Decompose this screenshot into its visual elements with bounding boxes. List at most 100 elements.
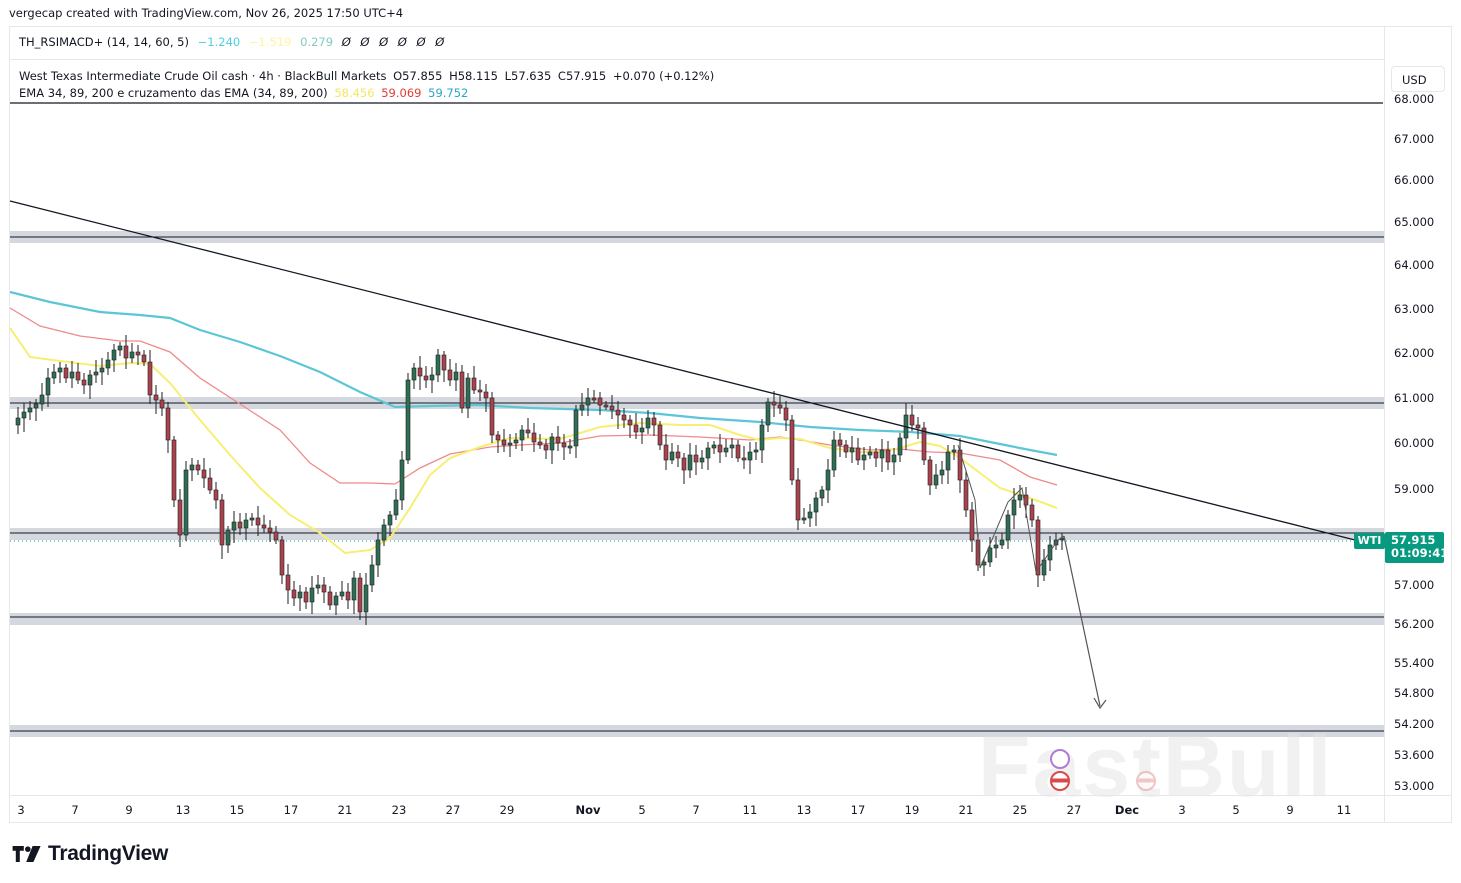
time-tick: 7 <box>692 803 700 817</box>
candle <box>885 449 891 463</box>
event-icon-us-flag[interactable] <box>1050 771 1070 791</box>
price-axis[interactable]: USD 68.000 67.000 66.000 65.000 64.000 63.000… <box>1384 27 1451 795</box>
candle <box>417 367 423 377</box>
time-tick: 27 <box>445 803 461 817</box>
candle <box>747 451 753 461</box>
currency-button[interactable]: USD <box>1391 66 1445 92</box>
candle <box>51 371 57 379</box>
price-tick: 54.800 <box>1394 686 1435 700</box>
candle <box>939 469 945 476</box>
indicator-legend[interactable]: TH_RSIMACD+ (14, 14, 60, 5) −1.240 −1.51… <box>19 35 452 49</box>
candle <box>585 397 591 406</box>
candle <box>633 424 639 433</box>
descending-trendline <box>9 200 1356 541</box>
candle <box>825 469 831 491</box>
candle <box>567 445 573 449</box>
candle <box>483 391 489 399</box>
event-icon-flash[interactable] <box>1050 749 1070 769</box>
tradingview-logo[interactable]: TradingView <box>12 842 168 866</box>
candle <box>651 417 657 426</box>
candle <box>411 367 417 381</box>
candle <box>309 587 315 603</box>
candle <box>33 403 39 409</box>
tradingview-icon <box>12 846 41 862</box>
candle <box>207 477 213 491</box>
time-tick: 17 <box>283 803 299 817</box>
candle <box>993 544 999 549</box>
candle <box>555 436 561 444</box>
candle <box>801 517 807 521</box>
candle <box>303 591 309 603</box>
candle <box>459 371 465 409</box>
candle <box>489 397 495 436</box>
candle <box>549 436 555 451</box>
candle <box>813 497 819 513</box>
candle <box>369 564 375 586</box>
time-tick: 9 <box>125 803 133 817</box>
main-legend[interactable]: West Texas Intermediate Crude Oil cash ·… <box>19 68 717 102</box>
candle <box>429 374 435 381</box>
candle <box>81 379 87 386</box>
symbol-legend-row[interactable]: West Texas Intermediate Crude Oil cash ·… <box>19 68 717 85</box>
candle <box>927 459 933 486</box>
price-tick: 67.000 <box>1394 132 1435 146</box>
candle <box>915 424 921 429</box>
candle <box>543 444 549 451</box>
indicator-name: TH_RSIMACD+ (14, 14, 60, 5) <box>19 35 189 49</box>
candle <box>105 359 111 369</box>
candle <box>1035 519 1041 576</box>
candle <box>1017 494 1023 501</box>
time-tick: 3 <box>17 803 25 817</box>
ema-legend-row[interactable]: EMA 34, 89, 200 e cruzamento das EMA (34… <box>19 85 717 102</box>
indicator-empty-values: Ø Ø Ø Ø Ø Ø <box>341 35 448 49</box>
candle <box>183 469 189 536</box>
candle <box>219 499 225 546</box>
candlesticks <box>15 335 1065 625</box>
candle <box>933 474 939 486</box>
candle <box>1005 514 1011 541</box>
price-tick: 57.000 <box>1394 578 1435 592</box>
candle <box>921 427 927 461</box>
chart-caption: vergecap created with TradingView.com, N… <box>9 6 404 20</box>
ohlc-low: L57.635 <box>504 69 552 83</box>
candle <box>831 439 837 471</box>
ema-200-line <box>9 290 1058 457</box>
candle <box>147 361 153 396</box>
candle <box>243 519 249 529</box>
time-tick: 5 <box>1232 803 1240 817</box>
candle <box>165 407 171 441</box>
candle <box>261 524 267 529</box>
candle <box>675 451 681 459</box>
candle <box>21 411 27 419</box>
candle <box>873 451 879 459</box>
price-tick: 61.000 <box>1394 391 1435 405</box>
time-tick: 7 <box>71 803 79 817</box>
candle <box>393 499 399 516</box>
candle <box>621 414 627 421</box>
ema-title: EMA 34, 89, 200 e cruzamento das EMA (34… <box>19 86 328 100</box>
candle <box>447 369 453 381</box>
candle <box>909 414 915 426</box>
time-axis[interactable]: 3 7 9 13 15 17 21 23 27 29 Nov 5 7 11 13 17 19 21 25 27 Dec 3… <box>10 795 1384 822</box>
event-icon-us-flag-future[interactable] <box>1136 771 1156 791</box>
price-tick: 56.200 <box>1394 617 1435 631</box>
candle <box>291 589 297 599</box>
candle <box>687 454 693 471</box>
candle <box>669 451 675 461</box>
candle <box>249 517 255 521</box>
candle <box>135 351 141 356</box>
horizontal-levels <box>10 231 1384 737</box>
candle <box>501 439 507 446</box>
candle <box>279 539 285 576</box>
ohlc-open: O57.855 <box>393 69 443 83</box>
candle <box>819 489 825 499</box>
time-tick: 29 <box>499 803 515 817</box>
indicator-pane[interactable]: TH_RSIMACD+ (14, 14, 60, 5) −1.240 −1.51… <box>10 27 1384 60</box>
price-tick: 55.400 <box>1394 656 1435 670</box>
candle <box>477 389 483 393</box>
candle <box>255 517 261 526</box>
ohlc-high: H58.115 <box>449 69 498 83</box>
candle <box>519 429 525 441</box>
chart-frame <box>9 26 1452 823</box>
